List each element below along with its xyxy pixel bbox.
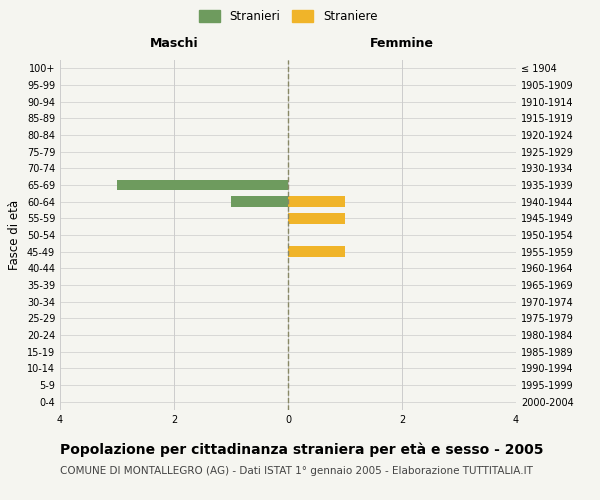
Bar: [288, 213, 345, 224]
Bar: [288, 196, 345, 207]
Bar: [117, 180, 288, 190]
Text: Popolazione per cittadinanza straniera per età e sesso - 2005: Popolazione per cittadinanza straniera p…: [60, 442, 544, 457]
Text: COMUNE DI MONTALLEGRO (AG) - Dati ISTAT 1° gennaio 2005 - Elaborazione TUTTITALI: COMUNE DI MONTALLEGRO (AG) - Dati ISTAT …: [60, 466, 533, 476]
Bar: [231, 196, 288, 207]
Text: Femmine: Femmine: [370, 36, 434, 50]
Legend: Stranieri, Straniere: Stranieri, Straniere: [195, 6, 381, 26]
Y-axis label: Fasce di età: Fasce di età: [8, 200, 21, 270]
Text: Maschi: Maschi: [149, 36, 199, 50]
Bar: [288, 246, 345, 257]
